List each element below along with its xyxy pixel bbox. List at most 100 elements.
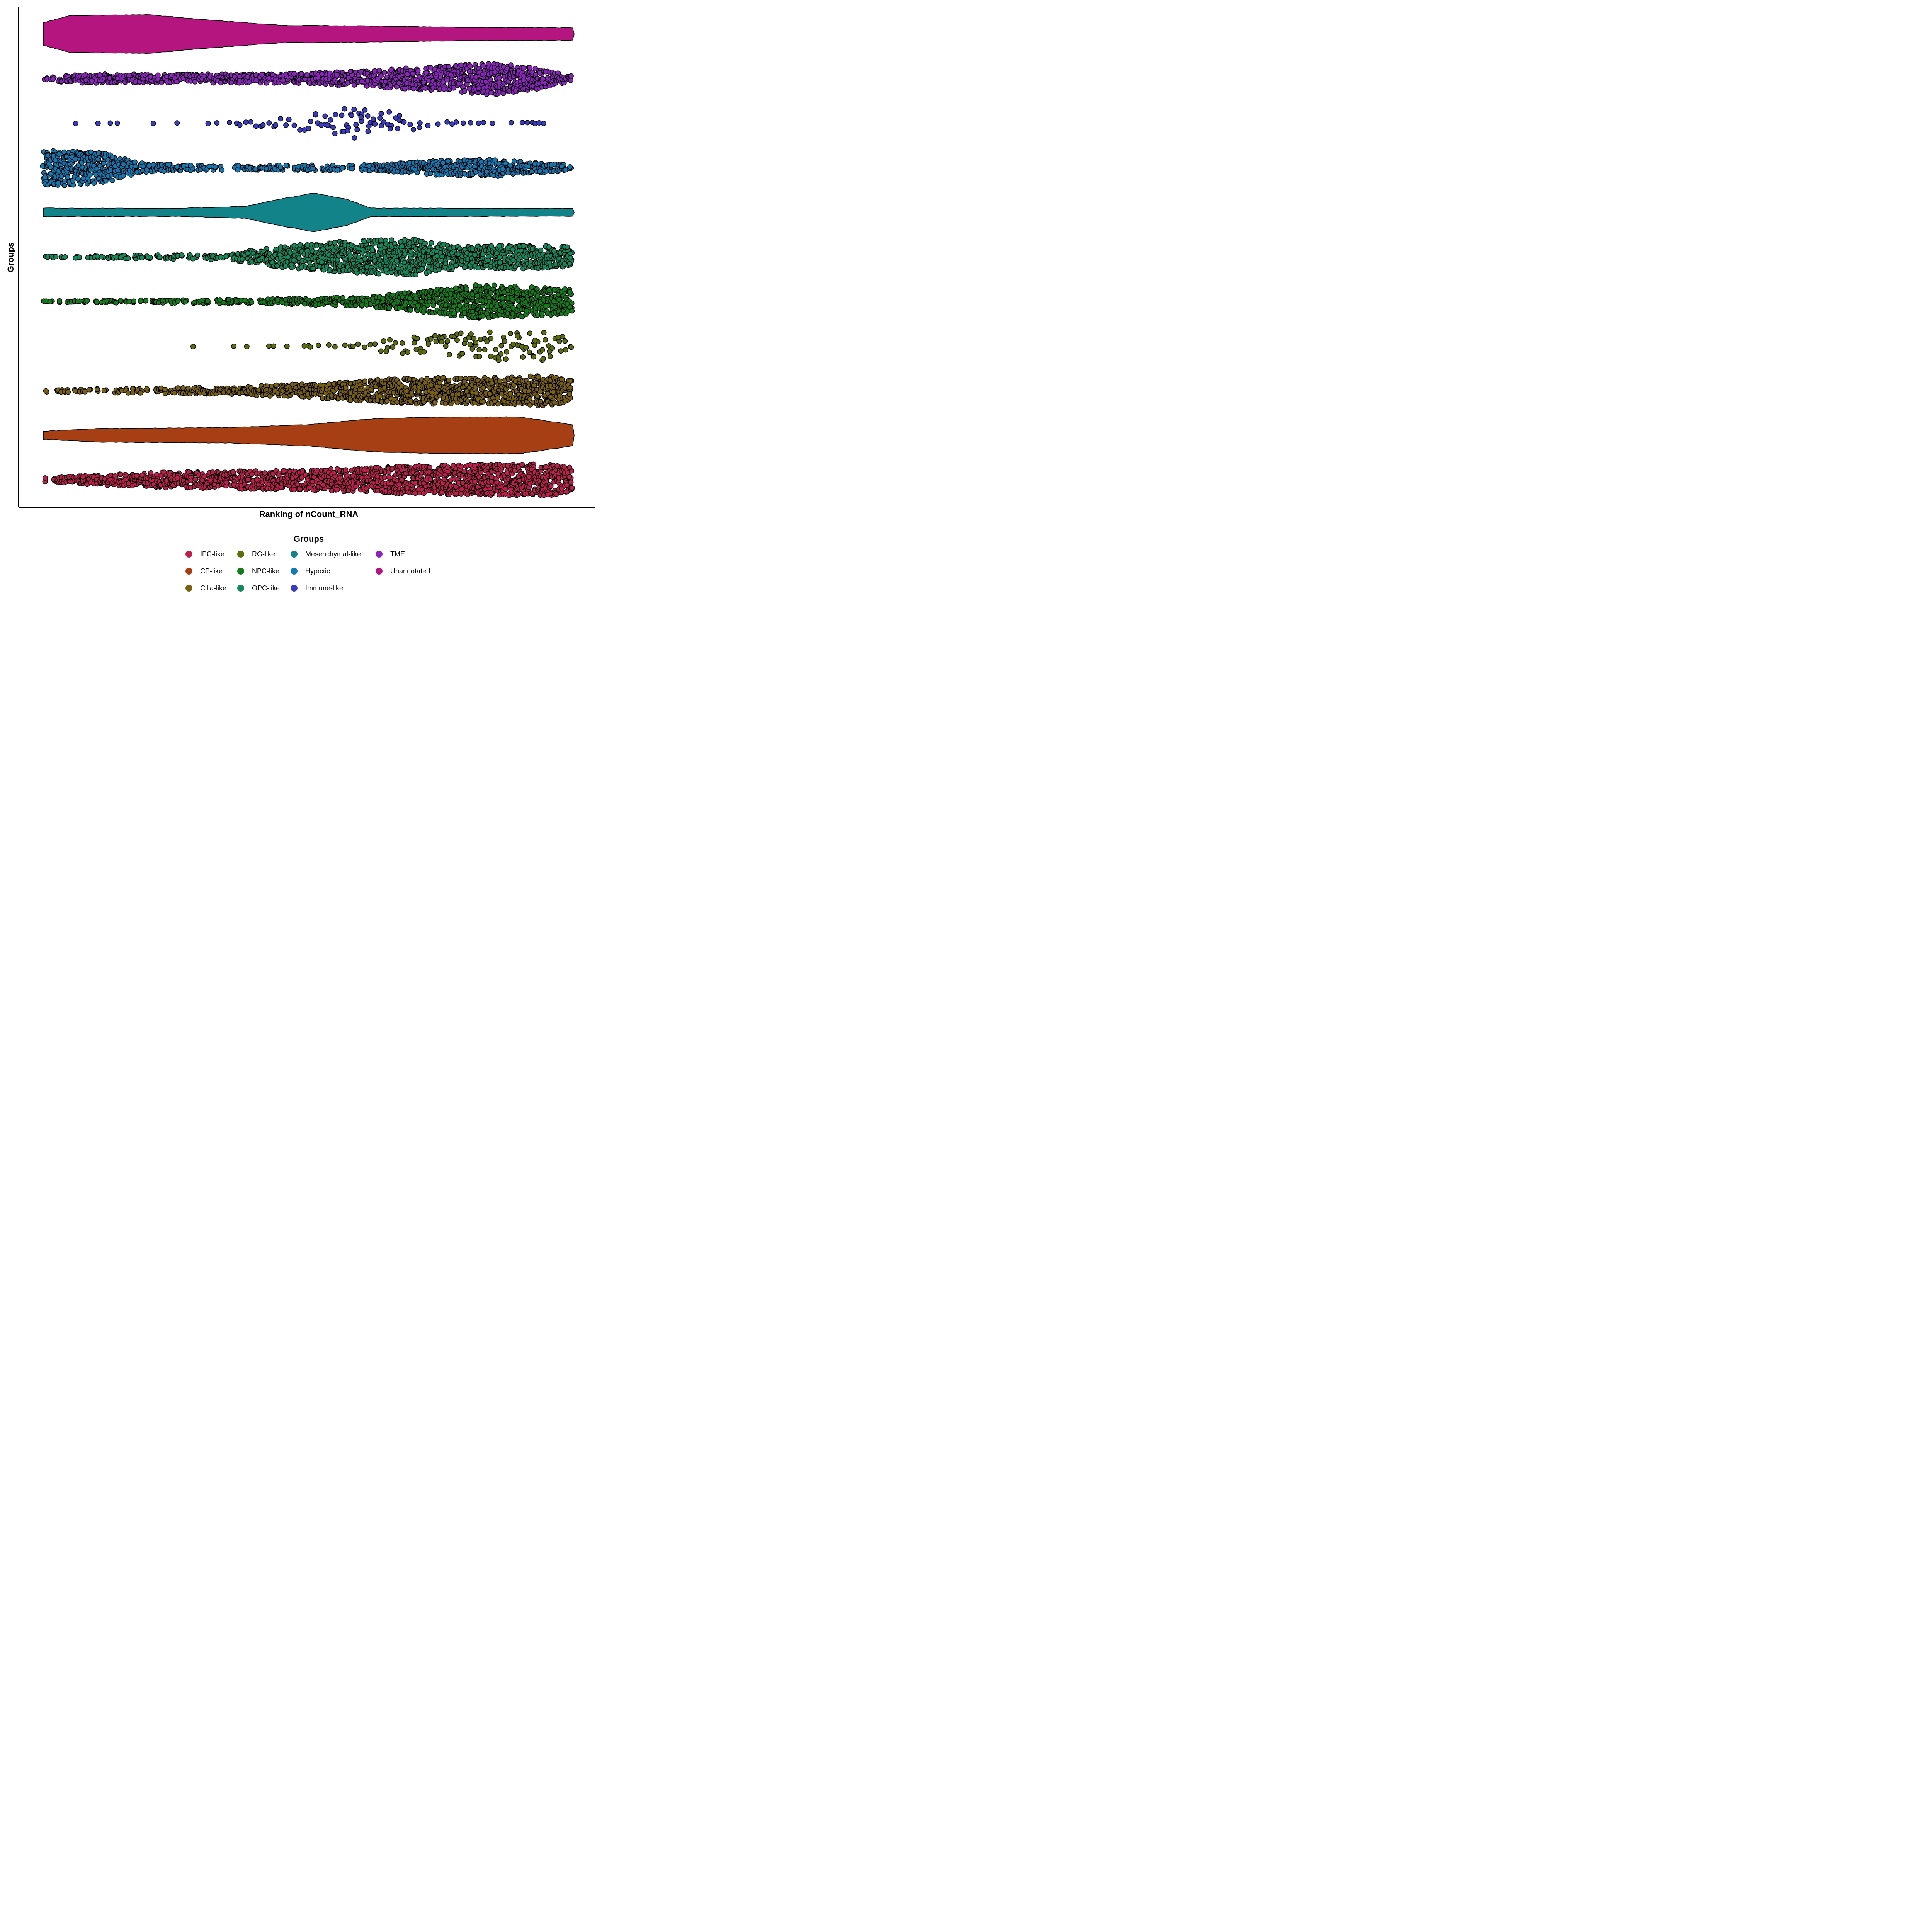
point-tme <box>388 67 394 73</box>
point-tme <box>520 65 526 71</box>
point-hypoxic <box>58 173 64 179</box>
point-npc-like <box>457 303 463 308</box>
point-rg-like <box>244 344 250 349</box>
point-npc-like <box>94 299 100 305</box>
point-hypoxic <box>335 167 340 173</box>
point-rg-like <box>526 349 532 355</box>
point-npc-like <box>492 282 497 288</box>
point-rg-like <box>488 336 494 341</box>
point-tme <box>192 79 198 85</box>
point-rg-like <box>462 340 468 346</box>
point-rg-like <box>468 331 474 337</box>
point-opc-like <box>125 255 131 261</box>
point-rg-like <box>560 334 565 340</box>
point-immune-like <box>313 111 318 117</box>
point-rg-like <box>540 356 546 362</box>
point-rg-like <box>383 349 389 354</box>
point-rg-like <box>381 338 386 344</box>
point-rg-like <box>425 341 431 347</box>
point-rg-like <box>568 344 574 350</box>
point-rg-like <box>523 345 529 350</box>
point-immune-like <box>453 119 459 125</box>
point-immune-like <box>358 114 364 120</box>
point-opc-like <box>567 261 573 267</box>
point-opc-like <box>53 254 59 260</box>
group-unannotated <box>43 14 575 54</box>
point-npc-like <box>57 298 63 304</box>
group-immune-like <box>73 106 546 141</box>
point-rg-like <box>421 349 427 355</box>
point-immune-like <box>107 120 113 126</box>
point-opc-like <box>429 240 434 246</box>
point-rg-like <box>332 344 338 350</box>
point-npc-like <box>569 308 575 314</box>
point-opc-like <box>378 238 384 243</box>
point-cilia-like <box>86 387 92 393</box>
point-cilia-like <box>362 378 368 384</box>
point-hypoxic <box>213 164 218 170</box>
point-rg-like <box>503 356 509 362</box>
point-rg-like <box>378 348 384 354</box>
point-tme <box>376 68 382 73</box>
point-tme <box>488 90 494 95</box>
point-npc-like <box>75 298 81 304</box>
point-opc-like <box>399 243 405 249</box>
point-opc-like <box>145 254 151 260</box>
point-immune-like <box>291 122 297 128</box>
point-rg-like <box>266 343 272 349</box>
point-immune-like <box>476 120 481 126</box>
point-hypoxic <box>278 164 284 170</box>
point-tme <box>253 78 259 83</box>
point-immune-like <box>354 127 360 133</box>
point-immune-like <box>468 120 473 126</box>
point-rg-like <box>362 344 367 350</box>
point-hypoxic <box>340 165 345 171</box>
point-npc-like <box>221 300 226 306</box>
point-tme <box>334 72 340 78</box>
point-hypoxic <box>188 163 194 168</box>
point-opc-like <box>476 265 481 270</box>
point-opc-like <box>62 254 68 260</box>
point-tme <box>423 70 429 76</box>
point-rg-like <box>507 331 513 336</box>
point-hypoxic <box>133 163 138 169</box>
point-immune-like <box>395 126 400 131</box>
point-opc-like <box>564 244 570 250</box>
point-immune-like <box>362 107 368 113</box>
point-npc-like <box>47 299 53 304</box>
point-hypoxic <box>567 164 573 170</box>
point-hypoxic <box>349 166 355 172</box>
point-opc-like <box>497 243 502 249</box>
point-rg-like <box>476 347 482 353</box>
point-opc-like <box>369 247 375 253</box>
point-rg-like <box>308 344 313 350</box>
point-npc-like <box>529 284 534 290</box>
point-opc-like <box>413 272 418 277</box>
point-opc-like <box>383 267 389 272</box>
point-tme <box>480 63 486 69</box>
beeswarm-chart: Ranking of nCount_RNA Groups Groups IPC-… <box>6 7 595 592</box>
point-rg-like <box>482 347 488 353</box>
point-rg-like <box>428 336 434 342</box>
point-rg-like <box>467 342 473 347</box>
point-immune-like <box>410 127 416 133</box>
point-npc-like <box>421 309 426 315</box>
point-tme <box>496 80 502 85</box>
point-npc-like <box>380 296 386 301</box>
point-immune-like <box>381 119 386 125</box>
point-rg-like <box>387 337 393 343</box>
point-tme <box>446 64 451 70</box>
point-immune-like <box>397 113 402 119</box>
point-tme <box>527 65 533 71</box>
point-immune-like <box>401 119 407 125</box>
point-immune-like <box>387 126 393 132</box>
point-tme <box>462 88 468 94</box>
point-rg-like <box>432 333 438 339</box>
point-rg-like <box>342 342 348 348</box>
point-rg-like <box>439 339 444 345</box>
point-tme <box>466 86 472 92</box>
group-hypoxic <box>40 148 574 188</box>
point-rg-like <box>488 354 493 359</box>
point-opc-like <box>443 260 448 266</box>
point-immune-like <box>524 120 530 126</box>
